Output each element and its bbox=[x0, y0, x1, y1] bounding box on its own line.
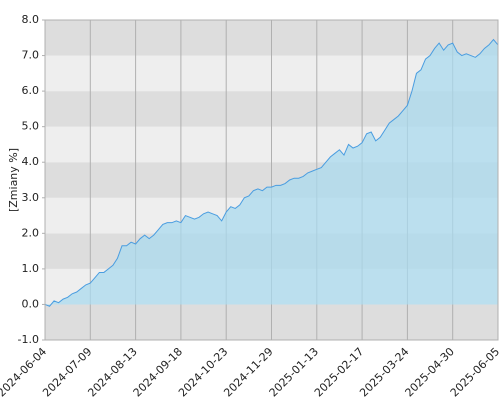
y-tick-label: 8.0 bbox=[22, 13, 40, 26]
y-axis-label: [Zmiany %] bbox=[7, 148, 20, 212]
y-tick-label: 6.0 bbox=[22, 84, 40, 97]
y-tick-label: 4.0 bbox=[22, 155, 40, 168]
y-tick-label: 5.0 bbox=[22, 120, 40, 133]
area bbox=[45, 39, 498, 307]
plot-frame bbox=[44, 19, 499, 341]
y-tick-label: 1.0 bbox=[22, 262, 40, 275]
line bbox=[44, 38, 499, 307]
y-tick-label: 0.0 bbox=[22, 297, 40, 310]
y-tick-label: 7.0 bbox=[22, 49, 40, 62]
y-tick-label: 2.0 bbox=[22, 226, 40, 239]
y-tick-label: 3.0 bbox=[22, 191, 40, 204]
y-tick-label: -1.0 bbox=[18, 333, 39, 346]
